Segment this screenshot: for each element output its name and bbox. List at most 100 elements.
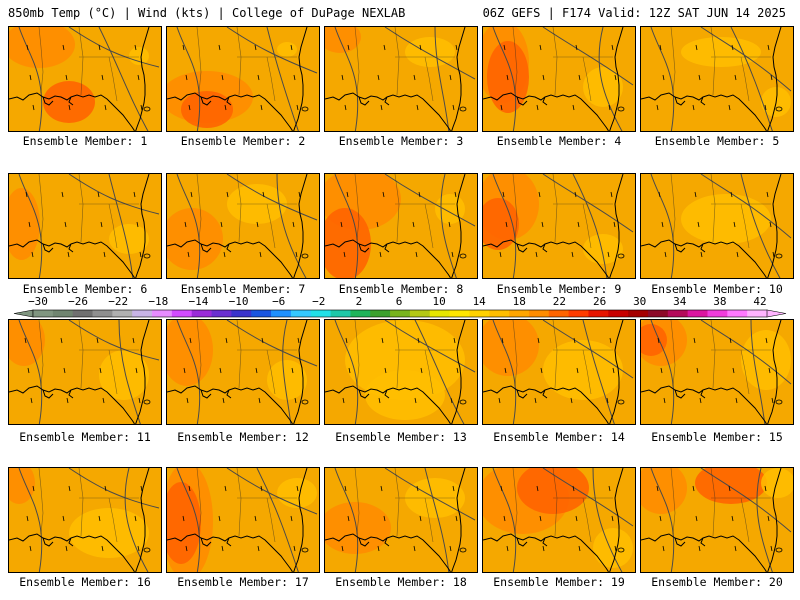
wind-barb [257,545,260,552]
wind-barb [26,515,29,522]
height-contour [98,27,149,131]
wind-barb [537,337,540,344]
wind-barb [380,485,383,492]
lake-okeechobee [459,106,467,112]
ensemble-member-label: Ensemble Member: 1 [22,134,148,148]
wind-barb [419,515,422,522]
wind-barb [542,74,545,81]
ensemble-member-map [8,319,162,425]
wind-barb [30,397,33,404]
wind-barb [412,221,415,228]
height-contour [492,320,517,424]
colorbar-swatch [310,310,331,317]
wind-barb [223,251,226,258]
warm-anomaly [9,27,75,68]
colorbar-swatch [588,310,609,317]
wind-barb [188,104,191,111]
wind-barb [413,545,416,552]
wind-barb [608,104,611,111]
ensemble-member-label: Ensemble Member: 6 [22,282,148,296]
wind-barb [260,104,263,111]
map-title: 850mb Temp (°C) | Wind (kts) | College o… [8,6,406,20]
wind-barb [380,104,383,111]
wind-barb [258,397,261,404]
height-contour [118,320,141,424]
wind-barb [139,251,142,258]
height-contour [334,468,359,572]
wind-barb [254,44,257,51]
wind-barb [384,367,387,374]
run-valid-time: 06Z GEFS | F174 Valid: 12Z SAT JUN 14 20… [482,6,786,20]
wind-barb [536,104,539,111]
wind-barb [346,191,349,198]
colorbar-swatch [469,310,490,317]
wind-barb [134,44,137,51]
wind-barb [535,251,538,258]
wind-barb [417,337,420,344]
wind-barb [730,191,733,198]
height-contour [124,468,149,572]
wind-barb [259,251,262,258]
colorbar-tick-label: 38 [713,295,727,308]
height-contour [740,174,781,278]
state-borders [38,468,139,543]
wind-barb [104,104,107,111]
wind-barb [99,367,102,374]
cool-anomaly [593,528,633,568]
wind-barb [539,515,542,522]
height-contour [598,27,623,131]
wind-barb [221,74,224,81]
colorbar-tick-label: −6 [272,295,286,308]
warm-anomaly [641,324,667,356]
wind-barb [611,44,614,51]
height-contour [700,320,792,385]
height-contour [542,174,634,233]
height-contour [384,174,476,227]
height-contour [68,174,160,215]
state-borders [512,27,613,102]
wind-barb [764,485,767,492]
ensemble-member-map [166,173,320,279]
cool-anomaly [365,370,445,420]
wind-barb [260,485,263,492]
height-contour [176,320,201,424]
state-borders [512,320,613,395]
colorbar-swatch [191,310,212,317]
wind-barb [186,397,189,404]
cool-anomaly [109,224,149,254]
wind-barb [261,337,264,344]
colorbar-swatch [72,310,93,317]
wind-barb [575,515,578,522]
colorbar-swatch [92,310,113,317]
colorbar-swatch [251,310,272,317]
height-contour [226,174,318,221]
colorbar-swatch [489,310,510,317]
wind-barb [138,397,141,404]
wind-barb [61,191,64,198]
wind-barb [416,104,419,111]
height-contour [334,174,359,278]
lake-okeechobee [775,547,783,553]
wind-barb [454,191,457,198]
height-contour [492,468,517,572]
colorbar-tick-label: 26 [592,295,607,308]
wind-barb [698,74,701,81]
wind-barb [29,74,32,81]
wind-barb [220,221,223,228]
wind-barb [572,104,575,111]
wind-barb [182,515,185,522]
wind-barb [502,191,505,198]
coastline [325,174,466,278]
wind-barb [536,485,539,492]
height-contour [414,320,465,424]
wind-barb [734,74,737,81]
wind-barb [500,485,503,492]
coastline [641,468,782,572]
wind-barb [262,191,265,198]
wind-barb [26,44,29,51]
colorbar-swatch [667,310,689,317]
wind-barb [501,337,504,344]
wind-barb [540,367,543,374]
wind-barb [606,397,609,404]
wind-barb [578,74,581,81]
